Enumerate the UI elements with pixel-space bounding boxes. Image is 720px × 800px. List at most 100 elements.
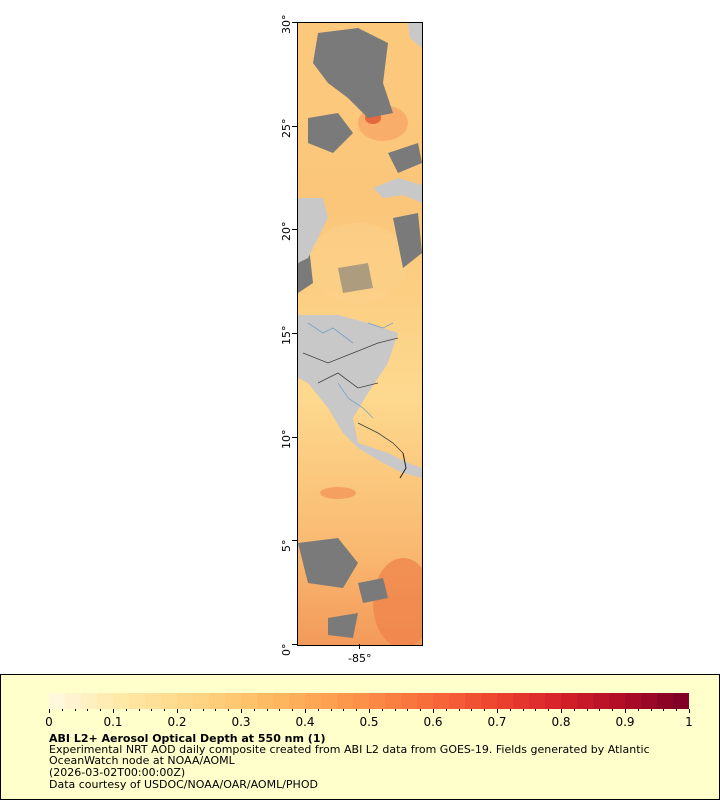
colorbar-cell <box>241 693 257 709</box>
country-border <box>399 452 407 479</box>
colorbar-tick-mark <box>369 709 370 713</box>
colorbar-tick-mark <box>241 709 242 713</box>
colorbar-tick-mark <box>61 709 63 711</box>
latitude-tick-mark <box>292 333 297 334</box>
colorbar-tick-mark <box>279 709 281 711</box>
colorbar-cell <box>465 693 481 709</box>
colorbar-tick-mark <box>471 709 473 711</box>
colorbar-cell <box>337 693 353 709</box>
legend-panel: ABI L2+ Aerosol Optical Depth at 550 nm … <box>0 674 720 800</box>
colorbar-tick-mark <box>164 709 166 711</box>
river <box>367 322 394 329</box>
colorbar-cell <box>305 693 321 709</box>
colorbar-tick-mark <box>650 709 652 711</box>
colorbar-cell <box>657 693 673 709</box>
colorbar-tick-mark <box>189 709 191 711</box>
latitude-tick-label: 5° <box>280 539 293 553</box>
colorbar-cell <box>481 693 497 709</box>
colorbar-tick-mark <box>215 709 217 711</box>
colorbar-tick-mark <box>637 709 639 711</box>
latitude-tick-label: 25° <box>280 118 293 138</box>
latitude-tick-mark <box>292 540 297 542</box>
river <box>307 322 354 344</box>
colorbar-tick-mark <box>49 709 50 713</box>
colorbar-tick-mark <box>317 709 319 711</box>
colorbar-cell <box>401 693 417 709</box>
latitude-tick-label: 30° <box>280 14 293 35</box>
legend-credit: Data courtesy of USDOC/NOAA/OAR/AOML/PHO… <box>49 778 318 791</box>
no-data-region <box>393 213 422 268</box>
colorbar-tick-label: 0 <box>45 715 53 729</box>
no-data-region <box>328 613 358 638</box>
colorbar-tick-mark <box>330 709 332 711</box>
colorbar-tick-mark <box>113 709 114 713</box>
colorbar-cell <box>209 693 225 709</box>
aerosol-patch <box>320 487 356 499</box>
colorbar-tick-mark <box>151 709 153 711</box>
land-mass-central-america <box>298 315 422 478</box>
no-data-region <box>308 113 353 153</box>
map-area[interactable] <box>297 22 423 646</box>
colorbar-cell <box>449 693 465 709</box>
colorbar-tick-mark <box>548 709 550 711</box>
latitude-tick-mark <box>292 436 297 438</box>
colorbar-cell <box>97 693 113 709</box>
colorbar-tick-mark <box>599 709 601 711</box>
colorbar-tick-mark <box>292 709 294 711</box>
no-data-region <box>313 28 393 118</box>
colorbar-tick-mark <box>433 709 434 713</box>
no-data-region <box>388 143 422 173</box>
colorbar-cell <box>49 693 65 709</box>
legend-description-line1: Experimental NRT AOD daily composite cre… <box>49 743 650 756</box>
colorbar-tick-mark <box>138 709 140 711</box>
colorbar-tick-label: 0.2 <box>167 715 187 729</box>
colorbar-cell <box>609 693 625 709</box>
colorbar-tick-mark <box>87 709 89 711</box>
colorbar-tick-mark <box>573 709 575 711</box>
colorbar-tick-mark <box>381 709 383 711</box>
colorbar-tick-mark <box>356 709 358 711</box>
latitude-tick-label: 10° <box>280 429 293 449</box>
legend-description-line2: OceanWatch node at NOAA/AOML <box>49 754 235 767</box>
colorbar-cell <box>161 693 177 709</box>
land-mass-florida <box>408 23 422 48</box>
no-data-region <box>298 538 358 588</box>
colorbar-tick-mark <box>420 709 422 711</box>
colorbar-tick-mark <box>612 709 614 711</box>
colorbar-tick-label: 0.4 <box>295 715 315 729</box>
colorbar-tick-mark <box>253 709 255 711</box>
land-mass-cuba <box>373 178 422 203</box>
latitude-tick-mark <box>292 644 297 645</box>
colorbar-tick-mark <box>458 709 460 711</box>
latitude-tick-mark <box>292 22 297 23</box>
colorbar-tick-mark <box>625 709 626 713</box>
colorbar-cell <box>193 693 209 709</box>
colorbar-cell <box>561 693 577 709</box>
colorbar-cell <box>641 693 657 709</box>
colorbar-cell <box>289 693 305 709</box>
colorbar-tick-label: 0.6 <box>423 715 443 729</box>
river <box>337 382 374 419</box>
colorbar-tick-mark <box>676 709 678 711</box>
colorbar-tick-label: 0.3 <box>231 715 251 729</box>
colorbar-cell <box>257 693 273 709</box>
colorbar-cell <box>177 693 193 709</box>
colorbar-tick-label: 0.1 <box>103 715 123 729</box>
colorbar-cell <box>417 693 433 709</box>
colorbar-tick-mark <box>445 709 447 711</box>
colorbar-tick-mark <box>663 709 665 711</box>
colorbar-tick-mark <box>125 709 127 711</box>
colorbar-tick-label: 0.5 <box>359 715 379 729</box>
colorbar <box>49 693 689 709</box>
colorbar-tick-mark <box>497 709 498 713</box>
colorbar-cell <box>577 693 593 709</box>
colorbar-cell <box>145 693 161 709</box>
colorbar-cell <box>65 693 81 709</box>
colorbar-tick-mark <box>394 709 396 711</box>
colorbar-tick-mark <box>74 709 76 711</box>
colorbar-tick-mark <box>484 709 486 711</box>
colorbar-cell <box>369 693 385 709</box>
latitude-tick-label: 0° <box>280 643 293 657</box>
colorbar-cell <box>385 693 401 709</box>
colorbar-tick-label: 0.9 <box>615 715 635 729</box>
